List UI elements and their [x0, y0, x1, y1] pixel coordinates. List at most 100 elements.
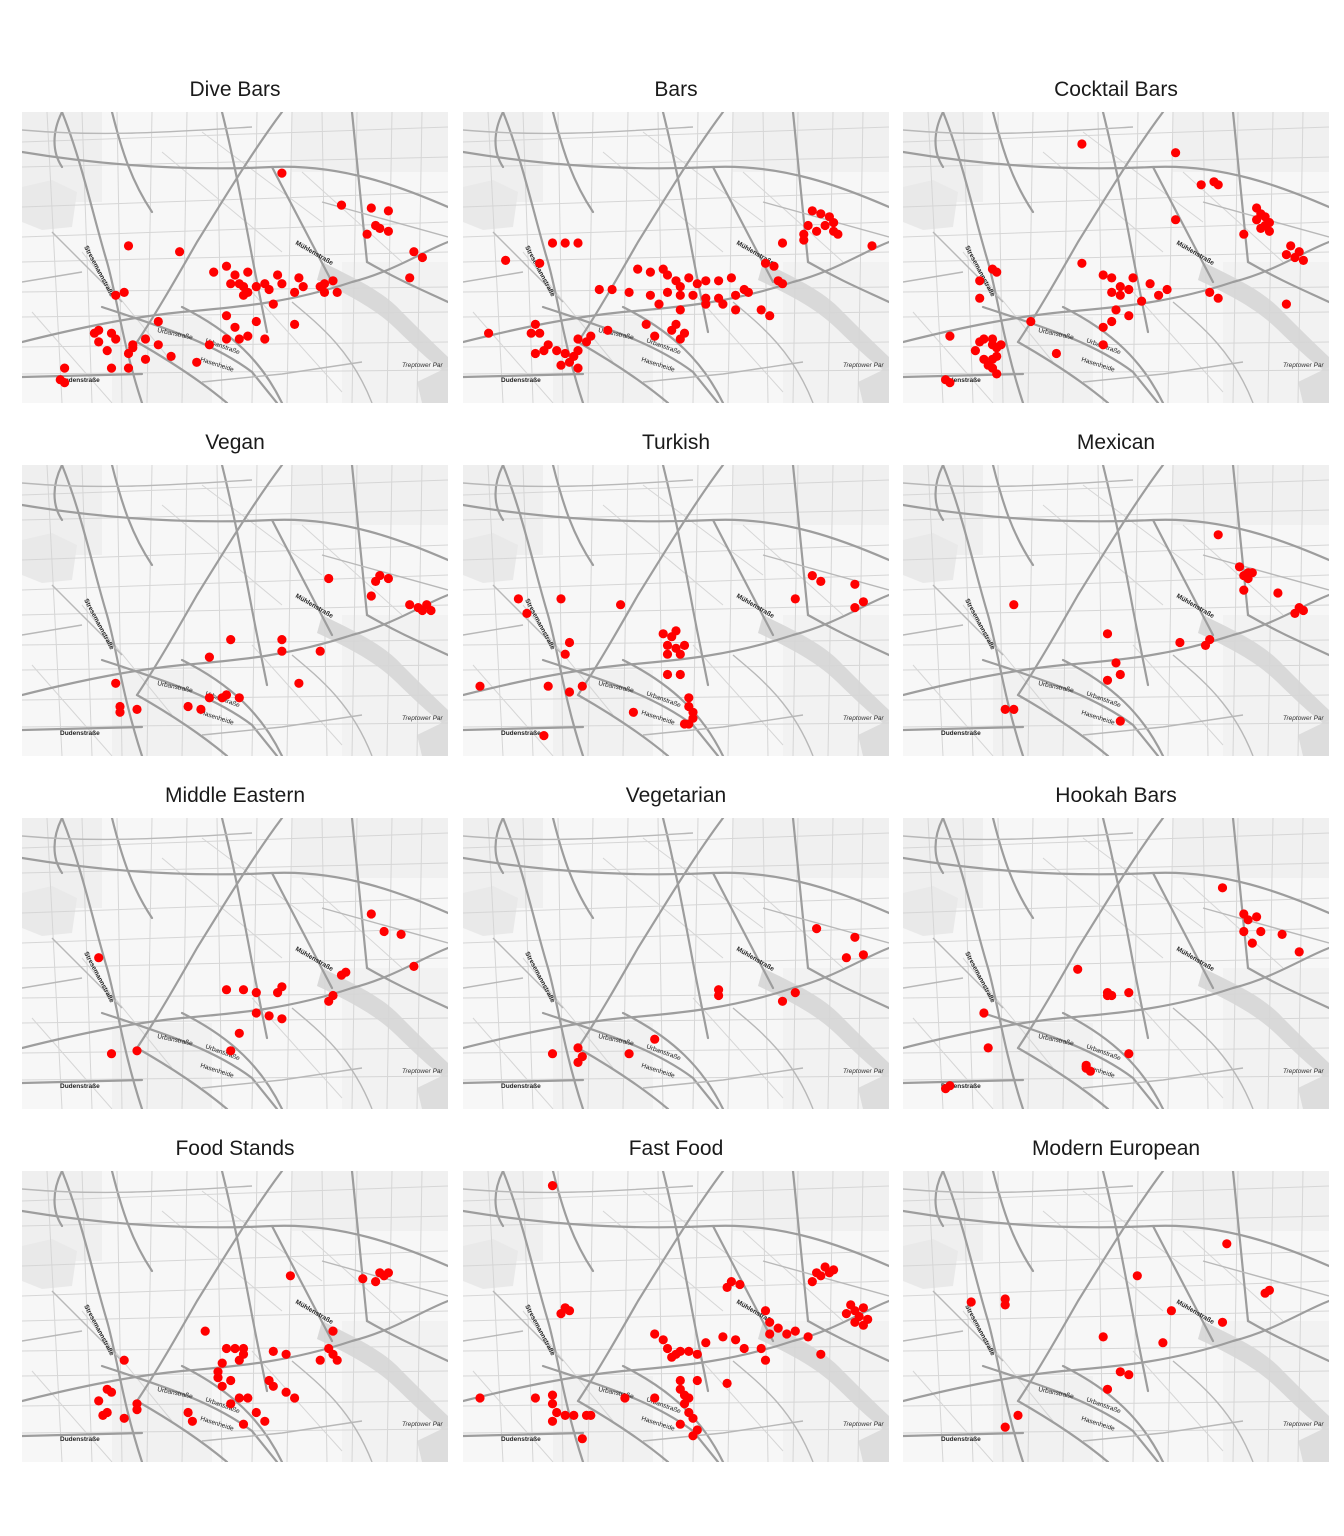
location-point [675, 1419, 685, 1429]
location-point [760, 1355, 771, 1365]
location-point [765, 1329, 775, 1339]
location-point [975, 276, 985, 286]
location-point [123, 241, 134, 251]
map-svg: Mühlenstraße Stresemannstraße Urbanstraß… [22, 112, 448, 403]
svg-text:Dudenstraße: Dudenstraße [60, 1436, 100, 1443]
location-point [645, 267, 655, 277]
location-point [119, 1355, 129, 1365]
location-point [731, 1335, 741, 1345]
svg-text:Dudenstraße: Dudenstraße [501, 1083, 541, 1090]
map-svg: Mühlenstraße Stresemannstraße Urbanstraß… [463, 818, 889, 1109]
location-point [858, 950, 868, 960]
location-point [1273, 588, 1283, 598]
location-point [858, 1303, 868, 1313]
location-point [530, 1393, 540, 1403]
location-point [383, 573, 393, 584]
location-point [850, 579, 860, 589]
location-point [996, 340, 1006, 350]
location-point [799, 235, 809, 245]
location-point [1098, 270, 1108, 280]
location-point [98, 1410, 108, 1420]
svg-text:Treptower Par: Treptower Par [402, 1068, 444, 1075]
location-point [1102, 675, 1113, 685]
location-point [119, 1413, 129, 1423]
location-point [603, 325, 613, 335]
location-point [803, 220, 813, 231]
location-point [662, 640, 673, 650]
location-point [221, 334, 232, 344]
location-point [475, 1393, 485, 1403]
basemap: Mühlenstraße Stresemannstraße Urbanstraß… [22, 112, 448, 403]
location-point [1137, 296, 1147, 306]
location-point [569, 1410, 579, 1420]
location-point [854, 1311, 864, 1322]
basemap: Mühlenstraße Stresemannstraße Urbanstraß… [22, 1171, 448, 1462]
location-point [298, 282, 308, 292]
location-point [564, 1306, 575, 1316]
svg-text:Dudenstraße: Dudenstraße [941, 1436, 981, 1443]
location-point [522, 608, 532, 618]
location-point [501, 255, 511, 265]
location-point [684, 1346, 694, 1356]
location-point [1115, 282, 1125, 292]
location-point [396, 929, 406, 939]
location-point [183, 1407, 193, 1418]
location-point [371, 1277, 381, 1287]
svg-text:Dudenstraße: Dudenstraße [501, 730, 541, 737]
location-point [714, 276, 724, 286]
location-point [975, 337, 985, 347]
location-point [362, 229, 372, 239]
location-point [1107, 273, 1117, 283]
location-point [332, 287, 342, 297]
location-point [816, 209, 826, 219]
location-point [1111, 305, 1121, 315]
location-point [405, 273, 415, 283]
location-point [992, 369, 1002, 379]
svg-text:Treptower Par: Treptower Par [402, 362, 444, 369]
location-point [1115, 716, 1125, 726]
location-point [277, 279, 287, 289]
location-point [1162, 284, 1172, 295]
location-point [945, 378, 955, 388]
location-point [192, 357, 202, 367]
location-point [1281, 299, 1291, 309]
location-point [552, 346, 562, 356]
map-svg: Mühlenstraße Stresemannstraße Urbanstraß… [463, 465, 889, 756]
location-point [1111, 658, 1121, 668]
location-point [319, 287, 330, 297]
location-point [547, 1399, 558, 1409]
location-point [106, 1387, 117, 1397]
location-point [777, 279, 788, 289]
map-svg: Mühlenstraße Stresemannstraße Urbanstraß… [463, 1171, 889, 1462]
location-point [187, 1416, 197, 1426]
location-point [221, 261, 232, 271]
map-svg: Mühlenstraße Stresemannstraße Urbanstraß… [22, 818, 448, 1109]
location-point [60, 363, 70, 373]
basemap: Mühlenstraße Stresemannstraße Urbanstraß… [22, 818, 448, 1109]
location-point [277, 1014, 287, 1024]
location-point [1124, 311, 1134, 321]
location-point [475, 681, 485, 691]
location-point [667, 325, 677, 335]
location-point [829, 1265, 839, 1275]
location-point [204, 693, 214, 703]
location-point [273, 988, 283, 998]
location-point [1154, 290, 1164, 300]
location-point [375, 223, 385, 233]
location-point [243, 331, 253, 341]
location-point [1294, 947, 1304, 957]
location-point [383, 1268, 393, 1278]
location-point [290, 319, 300, 329]
location-point [841, 953, 851, 963]
location-point [547, 1181, 558, 1191]
location-point [564, 637, 575, 648]
location-point [731, 290, 741, 300]
location-point [816, 1349, 826, 1359]
location-point [1124, 1370, 1134, 1380]
location-point [106, 328, 117, 338]
location-point [1145, 279, 1155, 289]
location-point [535, 328, 545, 338]
location-point [692, 1375, 702, 1386]
location-point [226, 1046, 236, 1056]
panel-title: Mexican [1076, 431, 1156, 454]
